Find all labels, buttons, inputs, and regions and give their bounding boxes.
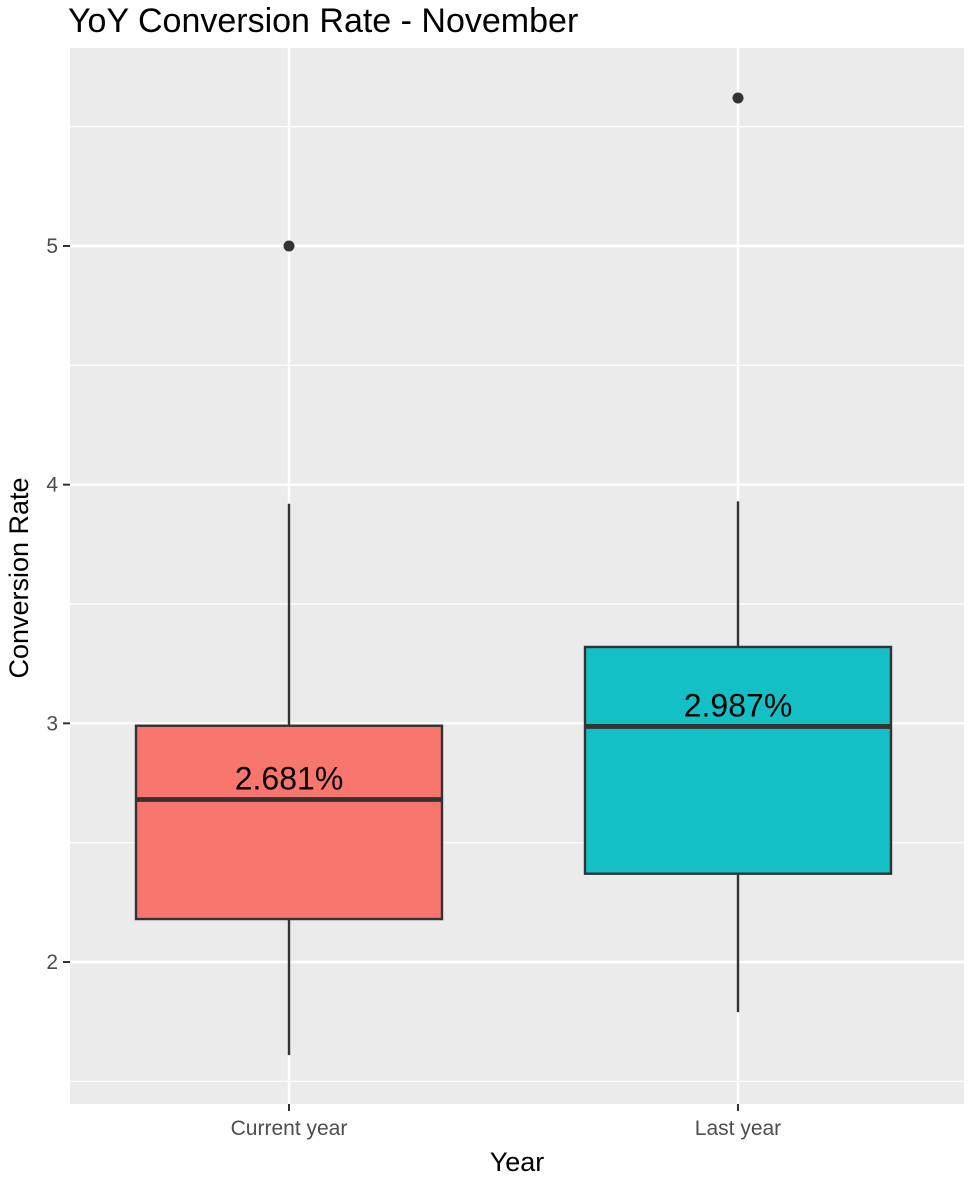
x-axis-title: Year — [490, 1147, 545, 1177]
iqr-box — [583, 645, 893, 875]
median-label: 2.987% — [684, 687, 793, 723]
y-tick-label: 5 — [46, 235, 58, 258]
y-tick-label: 4 — [46, 474, 58, 497]
box-current-year: 2.681% — [134, 240, 444, 1056]
chart-title: YoY Conversion Rate - November — [68, 2, 579, 40]
median-label: 2.681% — [235, 760, 344, 796]
axis-layer: 2 3 4 5 Current year Last year — [46, 235, 781, 1140]
y-tick-label: 2 — [46, 951, 58, 974]
y-tick-label: 3 — [46, 712, 58, 735]
x-tick-label: Last year — [695, 1117, 781, 1140]
outlier-point — [732, 92, 744, 104]
box-last-year: 2.987% — [583, 92, 893, 1013]
x-tick-label: Current year — [231, 1117, 348, 1140]
box-layer: 2.681% 2.987% — [134, 92, 893, 1056]
plot-panel — [70, 48, 964, 1104]
y-axis-title: Conversion Rate — [4, 477, 34, 678]
outlier-point — [283, 240, 295, 252]
iqr-box — [134, 724, 444, 921]
